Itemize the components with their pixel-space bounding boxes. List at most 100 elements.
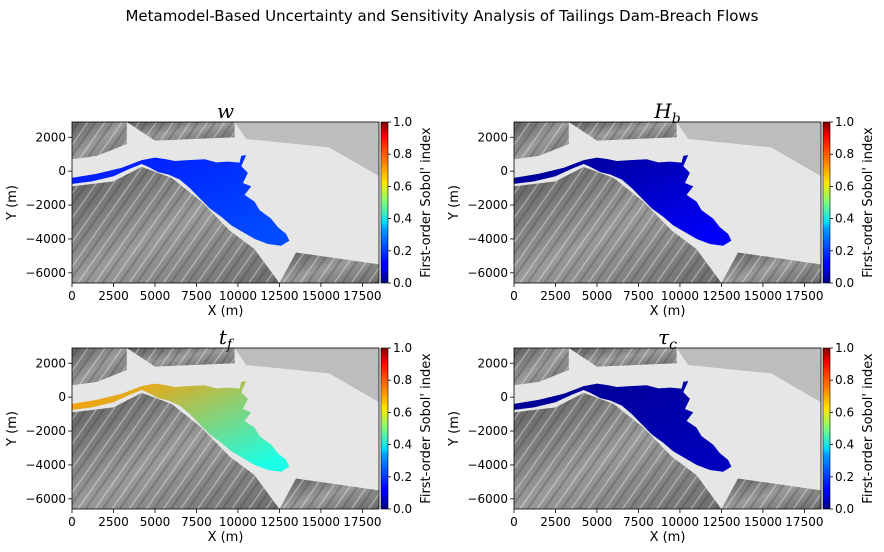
- y-tick-label: −2000: [467, 198, 508, 212]
- axes-frame: [513, 121, 822, 284]
- colorbar-tick-label: 0.8: [393, 373, 412, 387]
- colorbar-tick-label: 1.0: [835, 341, 854, 355]
- terrain-upper-right: [676, 348, 821, 403]
- x-tick-label: 2500: [540, 289, 571, 303]
- terrain-ridges: [72, 166, 280, 283]
- terrain-ridges: [126, 122, 235, 141]
- panel-title: w: [217, 99, 234, 123]
- x-tick-label: 12500: [702, 515, 740, 529]
- panel-title-subscript: b: [672, 111, 681, 127]
- x-tick-label: 5000: [140, 289, 171, 303]
- colorbar-tick-label: 0.4: [835, 438, 854, 452]
- x-tick-label: 5000: [582, 289, 613, 303]
- colorbar-tick-label: 0.8: [835, 373, 854, 387]
- axes-frame: [513, 347, 822, 510]
- colorbar-tick-label: 0.2: [393, 244, 412, 258]
- panel-hb: 0 2500 5000 7500 10000 12500 15000 17500 2000 0 −2…: [447, 99, 876, 319]
- colorbar-tick-label: 0.4: [835, 212, 854, 226]
- panel-tauc: 0 2500 5000 7500 10000 12500 15000 17500 2000 0 −2…: [447, 325, 876, 545]
- colorbar-tick-label: 0.0: [393, 502, 412, 516]
- panel-w: 0 2500 5000 7500 10000 12500 15000 17500 2000 0 −2…: [5, 99, 434, 319]
- terrain-upper-right: [676, 122, 821, 177]
- axes-frame: [71, 121, 380, 284]
- x-tick-label: 0: [68, 515, 76, 529]
- x-tick-label: 10000: [219, 289, 257, 303]
- x-tick-label: 12500: [260, 515, 298, 529]
- y-tick-label: 2000: [477, 130, 508, 144]
- x-tick-label: 17500: [785, 289, 823, 303]
- colorbar: [822, 347, 831, 510]
- breach-flow-area: [72, 381, 290, 472]
- y-tick-label: 2000: [35, 130, 66, 144]
- terrain-upper-right: [234, 348, 379, 403]
- y-tick-label: −4000: [25, 458, 66, 472]
- x-tick-label: 12500: [260, 289, 298, 303]
- terrain-ridges: [514, 348, 569, 386]
- y-tick-label: 2000: [35, 356, 66, 370]
- y-tick-label: −4000: [25, 232, 66, 246]
- breach-flow-area: [72, 155, 290, 246]
- colorbar-tick-label: 0.0: [393, 276, 412, 290]
- colorbar: [380, 347, 389, 510]
- panel-title: τc: [658, 325, 677, 353]
- colorbar-label: First-order Sobol' index: [419, 127, 434, 278]
- x-tick-label: 10000: [661, 289, 699, 303]
- panel-title-base: w: [217, 99, 234, 123]
- y-tick-label: −6000: [467, 266, 508, 280]
- panel-title-base: t: [219, 325, 228, 349]
- colorbar-label: First-order Sobol' index: [861, 127, 876, 278]
- terrain-ridges: [126, 348, 235, 367]
- terrain-ridges: [72, 348, 127, 386]
- x-tick-label: 2500: [98, 289, 129, 303]
- colorbar-tick-label: 0.6: [835, 179, 854, 193]
- colorbar: [822, 121, 831, 284]
- panel-title: Hb: [653, 99, 680, 127]
- x-tick-label: 7500: [623, 515, 654, 529]
- y-tick-label: 0: [58, 390, 66, 404]
- terrain-ridges: [568, 348, 677, 367]
- y-tick-label: −2000: [467, 424, 508, 438]
- y-tick-label: 2000: [477, 356, 508, 370]
- terrain-upper-right: [234, 122, 379, 177]
- x-tick-label: 7500: [623, 289, 654, 303]
- x-tick-label: 15000: [744, 515, 782, 529]
- y-axis-label: Y (m): [5, 411, 20, 447]
- panel-title-subscript: c: [669, 337, 677, 353]
- terrain-ridges: [514, 122, 569, 160]
- colorbar-tick-label: 0.0: [835, 276, 854, 290]
- panel-title-base: H: [653, 99, 672, 123]
- breach-flow-area: [514, 381, 732, 472]
- panel-title: tf: [219, 325, 235, 353]
- breach-flow-area: [514, 155, 732, 246]
- panel-title-base: τ: [658, 325, 670, 349]
- x-tick-label: 0: [68, 289, 76, 303]
- terrain-ridges: [568, 122, 677, 141]
- terrain-ridges: [279, 478, 379, 509]
- x-axis-label: X (m): [208, 304, 244, 319]
- y-tick-label: −6000: [467, 492, 508, 506]
- x-tick-label: 5000: [140, 515, 171, 529]
- colorbar-tick-label: 0.4: [393, 212, 412, 226]
- x-tick-label: 17500: [343, 289, 381, 303]
- y-axis-label: Y (m): [447, 411, 462, 447]
- colorbar-label: First-order Sobol' index: [861, 353, 876, 504]
- colorbar-tick-label: 0.0: [835, 502, 854, 516]
- y-tick-label: 0: [500, 390, 508, 404]
- panel-tf: 0 2500 5000 7500 10000 12500 15000 17500 2000 0 −2…: [5, 325, 434, 545]
- colorbar-tick-label: 0.8: [393, 147, 412, 161]
- y-axis-label: Y (m): [447, 185, 462, 221]
- y-tick-label: 0: [500, 164, 508, 178]
- x-axis-label: X (m): [650, 304, 686, 319]
- colorbar-tick-label: 0.2: [835, 470, 854, 484]
- y-tick-label: 0: [58, 164, 66, 178]
- terrain-ridges: [721, 252, 821, 283]
- y-tick-label: −6000: [25, 492, 66, 506]
- figure-title: Metamodel-Based Uncertainty and Sensitiv…: [125, 7, 759, 25]
- colorbar-tick-label: 1.0: [835, 115, 854, 129]
- x-axis-label: X (m): [650, 530, 686, 545]
- x-tick-label: 7500: [181, 515, 212, 529]
- x-tick-label: 2500: [98, 515, 129, 529]
- colorbar-tick-label: 0.6: [393, 405, 412, 419]
- x-tick-label: 0: [510, 515, 518, 529]
- y-axis-label: Y (m): [5, 185, 20, 221]
